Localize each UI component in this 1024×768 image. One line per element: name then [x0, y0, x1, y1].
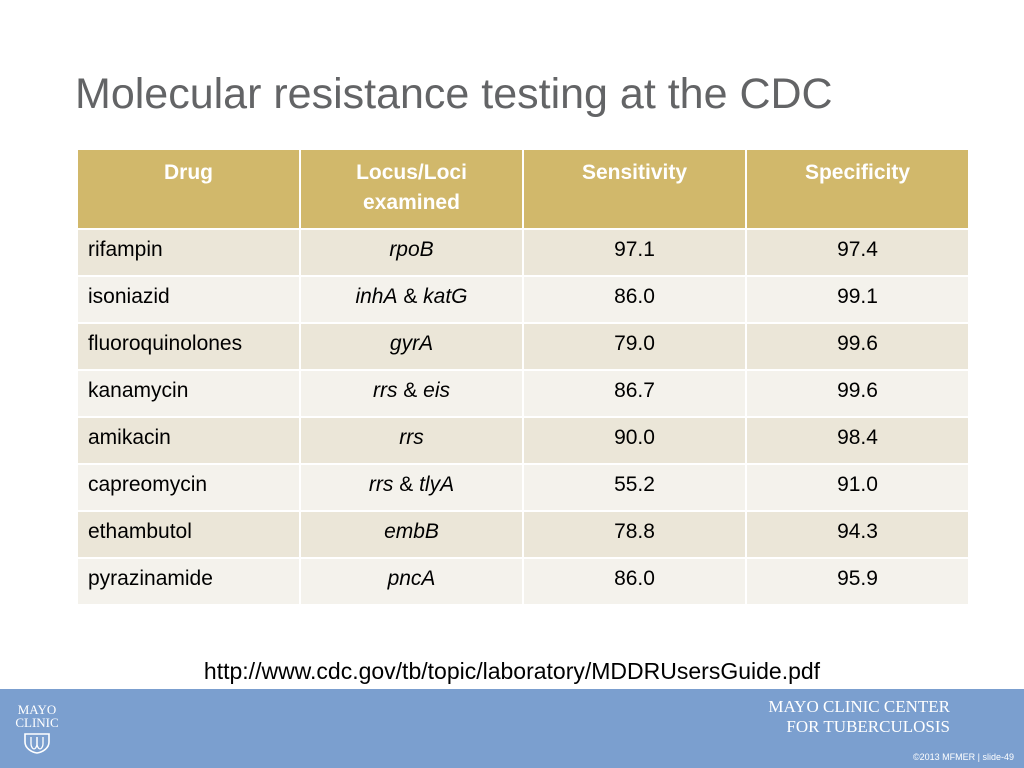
- cell-specificity: 94.3: [745, 510, 970, 559]
- cell-locus: pncA: [299, 557, 524, 606]
- cell-drug: fluoroquinolones: [76, 322, 301, 371]
- table-row: fluoroquinolones gyrA 79.0 99.6: [76, 322, 970, 371]
- locus-gene: inhA: [355, 285, 398, 308]
- table-row: rifampin rpoB 97.1 97.4: [76, 228, 970, 277]
- center-name: MAYO CLINIC CENTER FOR TUBERCULOSIS: [768, 697, 950, 737]
- locus-gene: tlyA: [419, 473, 455, 496]
- logo-text-clinic: CLINIC: [15, 715, 59, 730]
- cell-drug: capreomycin: [76, 463, 301, 512]
- locus-separator: &: [397, 379, 424, 402]
- cell-specificity: 99.1: [745, 275, 970, 324]
- cell-sensitivity: 86.0: [522, 275, 747, 324]
- center-name-line2: FOR TUBERCULOSIS: [786, 717, 950, 736]
- logo-text-mayo: MAYO: [17, 702, 57, 717]
- mayo-clinic-logo: MAYO CLINIC: [12, 703, 62, 754]
- footer-bar: MAYO CLINIC MAYO CLINIC CENTER FOR TUBER…: [0, 689, 1024, 768]
- cell-sensitivity: 55.2: [522, 463, 747, 512]
- locus-gene: rrs: [372, 379, 398, 402]
- header-specificity: Specificity: [745, 148, 970, 230]
- table-row: pyrazinamide pncA 86.0 95.9: [76, 557, 970, 606]
- table-row: isoniazid inhA & katG 86.0 99.1: [76, 275, 970, 324]
- locus-gene: katG: [423, 285, 468, 308]
- locus-gene: embB: [384, 520, 439, 543]
- cell-locus: inhA & katG: [299, 275, 524, 324]
- center-name-line1: MAYO CLINIC CENTER: [768, 697, 950, 716]
- cell-locus: embB: [299, 510, 524, 559]
- cell-locus: gyrA: [299, 322, 524, 371]
- locus-gene: gyrA: [389, 332, 434, 355]
- cell-locus: rrs & eis: [299, 369, 524, 418]
- table-row: ethambutol embB 78.8 94.3: [76, 510, 970, 559]
- locus-gene: pncA: [387, 567, 436, 590]
- table-header-row: Drug Locus/Loci examined Sensitivity Spe…: [76, 148, 970, 230]
- table-row: kanamycin rrs & eis 86.7 99.6: [76, 369, 970, 418]
- locus-gene: rrs: [399, 426, 424, 449]
- slide-title: Molecular resistance testing at the CDC: [75, 70, 833, 118]
- cell-specificity: 99.6: [745, 322, 970, 371]
- resistance-table: Drug Locus/Loci examined Sensitivity Spe…: [76, 148, 970, 606]
- cell-sensitivity: 86.0: [522, 557, 747, 606]
- header-locus: Locus/Loci examined: [299, 148, 524, 230]
- header-drug: Drug: [76, 148, 301, 230]
- cell-specificity: 95.9: [745, 557, 970, 606]
- cell-specificity: 99.6: [745, 369, 970, 418]
- cell-specificity: 97.4: [745, 228, 970, 277]
- cell-drug: amikacin: [76, 416, 301, 465]
- cell-sensitivity: 90.0: [522, 416, 747, 465]
- cell-drug: ethambutol: [76, 510, 301, 559]
- cell-sensitivity: 97.1: [522, 228, 747, 277]
- cell-specificity: 98.4: [745, 416, 970, 465]
- cell-drug: rifampin: [76, 228, 301, 277]
- cell-sensitivity: 79.0: [522, 322, 747, 371]
- locus-gene: eis: [423, 379, 451, 402]
- cell-drug: isoniazid: [76, 275, 301, 324]
- table-body: rifampin rpoB 97.1 97.4 isoniazid inhA & katG…: [76, 228, 970, 606]
- cell-sensitivity: 78.8: [522, 510, 747, 559]
- table-row: amikacin rrs 90.0 98.4: [76, 416, 970, 465]
- copyright-slide-number: ©2013 MFMER | slide-49: [912, 752, 1014, 762]
- cell-drug: pyrazinamide: [76, 557, 301, 606]
- cell-specificity: 91.0: [745, 463, 970, 512]
- cell-sensitivity: 86.7: [522, 369, 747, 418]
- source-url: http://www.cdc.gov/tb/topic/laboratory/M…: [203, 658, 821, 684]
- locus-gene: rpoB: [389, 238, 434, 261]
- locus-separator: &: [393, 473, 420, 496]
- locus-separator: &: [397, 285, 424, 308]
- locus-gene: rrs: [368, 473, 394, 496]
- cell-drug: kanamycin: [76, 369, 301, 418]
- table-row: capreomycin rrs & tlyA 55.2 91.0: [76, 463, 970, 512]
- cell-locus: rrs: [299, 416, 524, 465]
- cell-locus: rpoB: [299, 228, 524, 277]
- header-sensitivity: Sensitivity: [522, 148, 747, 230]
- cell-locus: rrs & tlyA: [299, 463, 524, 512]
- three-shields-icon: [24, 733, 50, 754]
